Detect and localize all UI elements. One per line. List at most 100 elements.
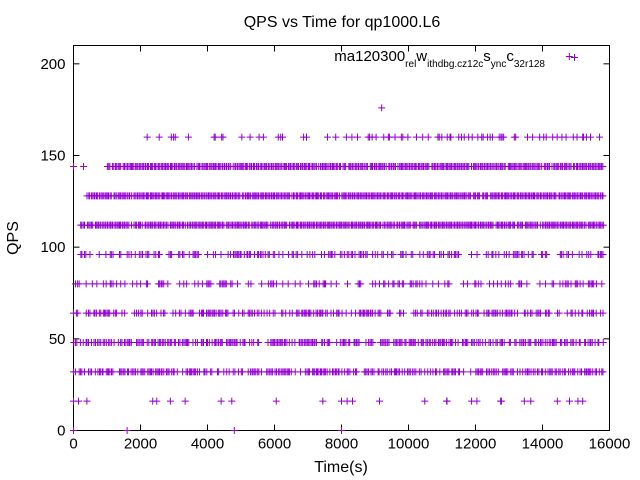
data-point [550, 280, 558, 288]
y-tick-label: 150 [40, 148, 65, 165]
data-point [599, 368, 607, 376]
data-point [74, 309, 82, 317]
data-point [109, 368, 117, 376]
data-point [543, 251, 551, 258]
data-point [323, 133, 331, 141]
data-point [523, 280, 531, 288]
data-point [404, 133, 412, 141]
data-point [326, 339, 334, 346]
data-point [500, 133, 508, 141]
data-point [344, 280, 352, 288]
data-point [399, 280, 407, 288]
data-point [80, 163, 88, 170]
data-point [599, 309, 607, 317]
data-point [207, 280, 215, 288]
data-point [272, 397, 280, 405]
data-point [565, 397, 573, 405]
data-point [454, 251, 462, 258]
data-point [565, 53, 573, 60]
data-point [391, 133, 399, 141]
data-point [181, 397, 189, 405]
data-point [520, 397, 528, 405]
x-axis-label: Time(s) [314, 459, 368, 476]
data-point [477, 280, 485, 288]
data-point [412, 133, 420, 141]
data-point [555, 309, 563, 317]
data-point [527, 397, 535, 405]
data-point [599, 221, 607, 229]
data-point [86, 251, 94, 258]
data-point [389, 251, 397, 258]
data-point [474, 309, 482, 317]
data-point [473, 251, 481, 258]
x-tick-label: 0 [69, 436, 77, 453]
y-axis-label: QPS [5, 221, 22, 255]
data-point [238, 133, 246, 141]
data-point [117, 251, 125, 258]
data-point [464, 280, 472, 288]
data-point [82, 280, 90, 288]
data-point [332, 280, 340, 288]
data-point [70, 163, 77, 170]
data-point [529, 251, 537, 258]
data-point [512, 133, 520, 141]
data-point [434, 280, 442, 288]
data-point [271, 309, 279, 317]
data-point [332, 133, 340, 141]
data-point [353, 368, 361, 376]
data-point [168, 251, 176, 258]
data-point [246, 133, 254, 141]
y-tick-label: 200 [40, 56, 65, 73]
data-point [386, 309, 394, 317]
data-point [255, 339, 263, 346]
data-point [443, 397, 451, 405]
data-point [460, 368, 468, 376]
data-point [230, 427, 238, 434]
data-point [211, 133, 219, 141]
data-point [217, 397, 225, 405]
data-point [542, 280, 550, 288]
data-point [194, 251, 202, 258]
data-point [369, 339, 377, 346]
data-point [234, 280, 242, 288]
data-point [143, 280, 151, 288]
y-tick-label: 0 [57, 423, 65, 440]
data-point [338, 427, 345, 434]
data-point [568, 251, 576, 258]
data-point [258, 280, 266, 288]
x-tick-label: 10000 [388, 436, 430, 453]
data-point [164, 280, 172, 288]
data-point [348, 397, 356, 405]
x-tick-label: 8000 [325, 436, 358, 453]
legend-label: ma120300relwithdbg.cz12csyncc32r128 [334, 48, 545, 70]
data-point [319, 397, 327, 405]
data-point [445, 280, 453, 288]
x-tick-label: 4000 [191, 436, 224, 453]
data-point [377, 309, 385, 317]
data-point [93, 280, 101, 288]
data-point [473, 397, 481, 405]
data-point [421, 397, 429, 405]
data-point [424, 133, 432, 141]
chart-title: QPS vs Time for qp1000.L6 [244, 14, 441, 31]
data-point [545, 309, 553, 317]
data-point [378, 104, 386, 112]
data-point [83, 397, 91, 405]
data-point [284, 280, 292, 288]
y-tick-label: 50 [49, 331, 66, 348]
x-tick-label: 16000 [589, 436, 631, 453]
data-point [155, 133, 163, 141]
data-point [161, 309, 169, 317]
x-tick-label: 14000 [522, 436, 564, 453]
data-point [353, 133, 361, 141]
data-point [171, 133, 179, 141]
axis-ticks: 0 2000 4000 6000 8000 10000 12000 14000 16000 0 50… [40, 45, 631, 453]
data-point [599, 163, 607, 170]
data-point [598, 280, 606, 288]
data-point [296, 280, 304, 288]
data-point [121, 280, 129, 288]
legend: ma120300relwithdbg.cz12csyncc32r128 [334, 48, 578, 70]
data-point [488, 133, 496, 141]
data-point [599, 251, 607, 258]
